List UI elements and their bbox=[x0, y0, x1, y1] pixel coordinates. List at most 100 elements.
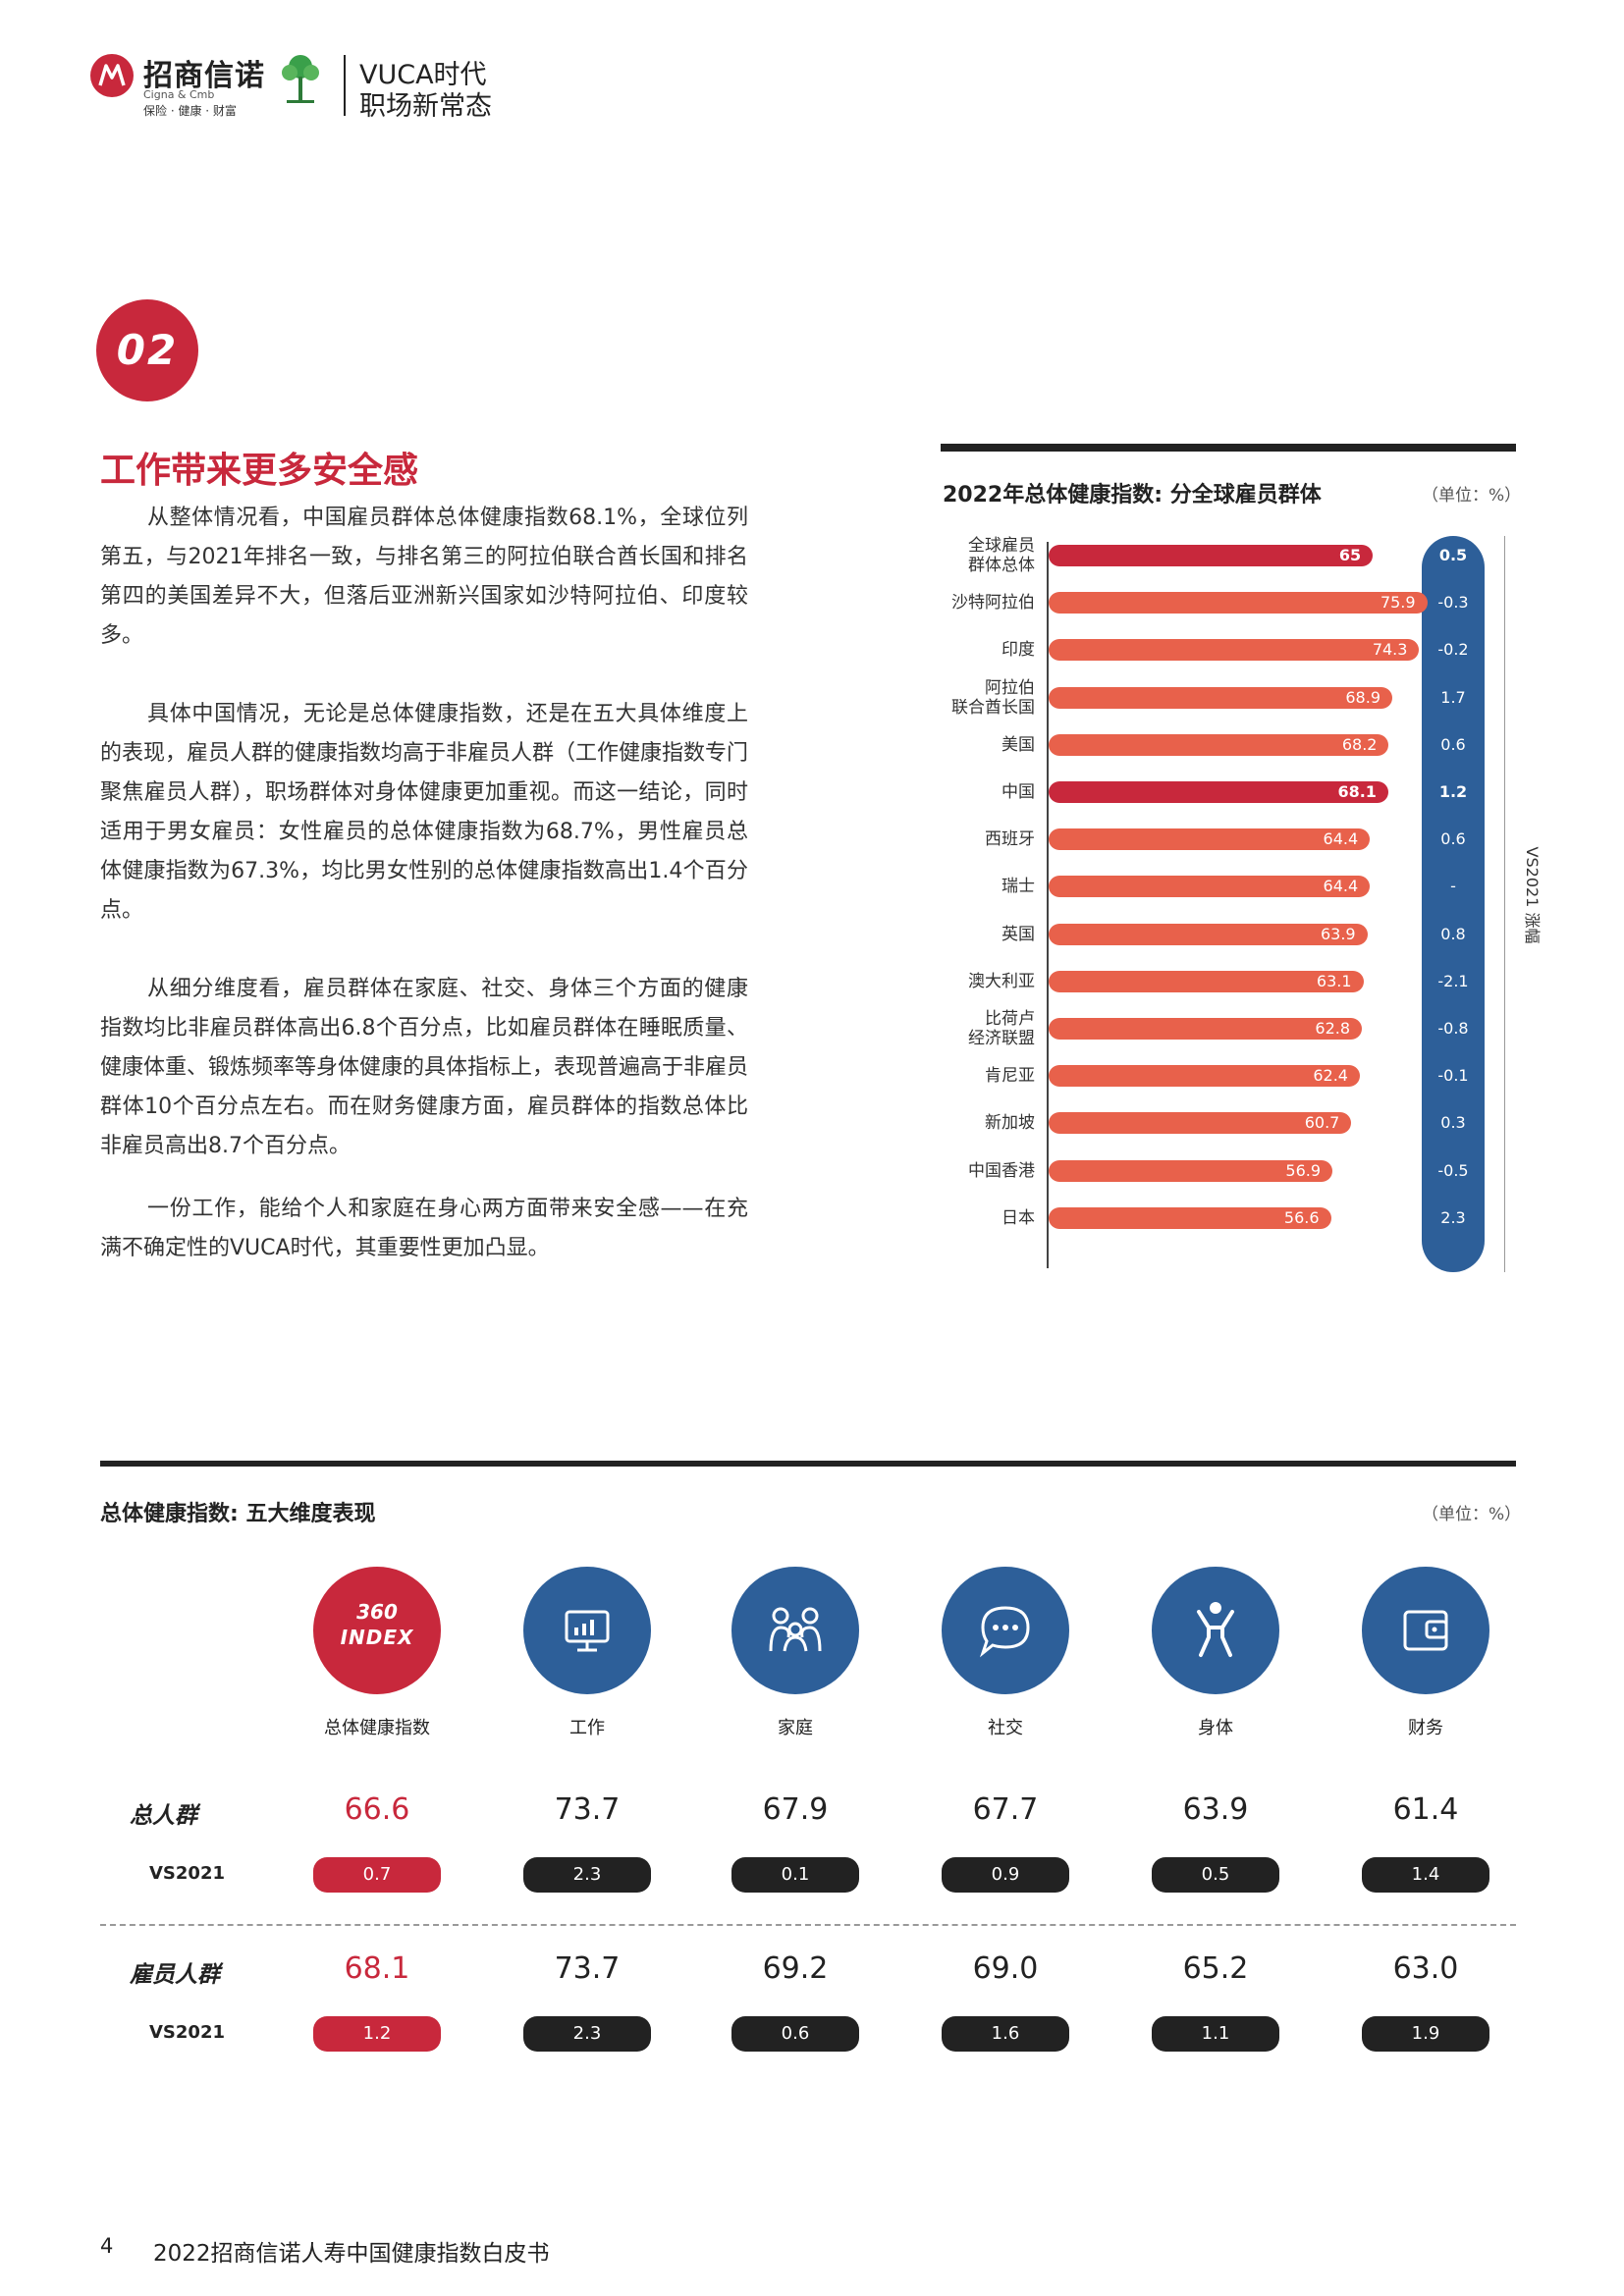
vs2021-value: - bbox=[1450, 877, 1456, 896]
bar-label-line: 澳大利亚 bbox=[968, 971, 1035, 991]
paragraph-4: 一份工作，能给个人和家庭在身心两方面带来安全感——在充满不确定性的VUCA时代，… bbox=[100, 1197, 748, 1260]
bar-value-label: 64.4 bbox=[1323, 829, 1359, 849]
index-badge-line2: INDEX bbox=[340, 1626, 414, 1649]
bar: 64.4 bbox=[1049, 828, 1371, 851]
person-exercise-icon bbox=[1152, 1567, 1279, 1694]
vs2021-chip: 1.9 bbox=[1362, 2016, 1489, 2052]
bar: 62.8 bbox=[1049, 1018, 1363, 1040]
vs2021-value: 0.6 bbox=[1440, 829, 1466, 849]
bar: 68.1 bbox=[1049, 781, 1388, 803]
bar-label-line: 肯尼亚 bbox=[985, 1066, 1035, 1087]
vs2021-chip: 0.6 bbox=[731, 2016, 859, 2052]
dimension-value: 61.4 bbox=[1392, 1792, 1459, 1827]
brand-tagline: 保险 · 健康 · 财富 bbox=[143, 104, 237, 118]
paragraph-2: 具体中国情况，无论是总体健康指数，还是在五大具体维度上的表现，雇员人群的健康指数… bbox=[100, 702, 749, 923]
bar-value-label: 56.6 bbox=[1283, 1207, 1320, 1227]
family-icon-glyph bbox=[769, 1607, 822, 1652]
vs2021-value: 0.6 bbox=[1440, 734, 1466, 754]
page-number: 4 bbox=[100, 2234, 114, 2258]
header-title-line2: 职场新常态 bbox=[359, 91, 492, 122]
dimension-label: 工作 bbox=[569, 1718, 605, 1738]
bar-label-line: 联合酋长国 bbox=[951, 697, 1035, 718]
bar: 68.9 bbox=[1049, 686, 1392, 709]
row-vs-employee: VS2021 bbox=[149, 2022, 225, 2043]
bar-value-label: 74.3 bbox=[1372, 640, 1408, 660]
chart-axis bbox=[1047, 542, 1049, 1268]
family-icon bbox=[731, 1567, 859, 1694]
dimensions-top-rule bbox=[100, 1461, 1516, 1467]
bar: 56.6 bbox=[1049, 1206, 1331, 1229]
bar-label-line: 经济联盟 bbox=[968, 1029, 1035, 1048]
wallet-icon bbox=[1362, 1567, 1489, 1694]
dimensions-unit: （单位：%） bbox=[1422, 1505, 1522, 1524]
row-head-total: 总人群 bbox=[130, 1803, 197, 1829]
chart-top-rule bbox=[941, 444, 1516, 452]
bar-value-label: 63.1 bbox=[1316, 971, 1352, 990]
dimensions-title: 总体健康指数: 五大维度表现 bbox=[100, 1502, 376, 1526]
vs2021-column bbox=[1422, 536, 1485, 1272]
chart-title: 2022年总体健康指数: 分全球雇员群体 bbox=[943, 483, 1322, 507]
bar-label: 英国 bbox=[937, 925, 1035, 944]
bar-label: 沙特阿拉伯 bbox=[937, 593, 1035, 613]
vs2021-value: 0.5 bbox=[1438, 546, 1468, 564]
dimension-value: 65.2 bbox=[1182, 1951, 1249, 1986]
dimension-value: 67.7 bbox=[972, 1792, 1039, 1827]
360-index-icon: 360 INDEX bbox=[313, 1567, 441, 1694]
dimension-value: 63.9 bbox=[1182, 1792, 1249, 1827]
bar-label: 全球雇员 群体总体 bbox=[937, 536, 1035, 575]
vs2021-chip: 1.6 bbox=[942, 2016, 1069, 2052]
bar: 75.9 bbox=[1049, 592, 1428, 614]
vs2021-value: 0.3 bbox=[1440, 1113, 1466, 1133]
vs2021-bracket-line bbox=[1504, 536, 1505, 1272]
bar-label: 肯尼亚 bbox=[937, 1066, 1035, 1086]
row-separator bbox=[100, 1924, 1516, 1926]
bar-label-line: 阿拉伯 bbox=[985, 677, 1035, 698]
vs2021-label: VS2021 涨幅 bbox=[1523, 846, 1542, 944]
section-number-badge: 02 bbox=[96, 299, 198, 401]
vs2021-chip: 0.7 bbox=[313, 1857, 441, 1893]
monitor-chart-icon-glyph bbox=[565, 1610, 610, 1652]
dimension-value: 66.6 bbox=[344, 1792, 410, 1827]
bar: 62.4 bbox=[1049, 1065, 1360, 1088]
footer-title: 2022招商信诺人寿中国健康指数白皮书 bbox=[153, 2241, 550, 2267]
chart-unit: （单位：%） bbox=[1422, 486, 1522, 506]
dimension-label: 财务 bbox=[1408, 1718, 1443, 1738]
tree-icon bbox=[282, 55, 319, 103]
vs2021-chip: 1.2 bbox=[313, 2016, 441, 2052]
vs2021-chip: 2.3 bbox=[523, 1857, 651, 1893]
bar-label-line: 群体总体 bbox=[968, 556, 1035, 575]
paragraph-1: 从整体情况看，中国雇员群体总体健康指数68.1%，全球位列第五，与2021年排名… bbox=[100, 506, 748, 648]
dimension-value: 69.2 bbox=[762, 1951, 829, 1986]
vs2021-value: 1.2 bbox=[1438, 782, 1468, 801]
bar-label-line: 美国 bbox=[1001, 734, 1035, 755]
bar: 56.9 bbox=[1049, 1159, 1333, 1182]
bar: 65 bbox=[1049, 545, 1374, 566]
bar-label: 瑞士 bbox=[937, 877, 1035, 896]
vs2021-value: 2.3 bbox=[1440, 1207, 1466, 1227]
bar-label-line: 新加坡 bbox=[985, 1113, 1035, 1134]
vs2021-chip: 0.5 bbox=[1152, 1857, 1279, 1893]
header-title-line1: VUCA时代 bbox=[359, 60, 487, 90]
paragraph-3: 从细分维度看，雇员群体在家庭、社交、身体三个方面的健康指数均比非雇员群体高出6.… bbox=[100, 977, 749, 1158]
header-divider bbox=[344, 55, 346, 116]
brand-subtitle: Cigna & Cmb bbox=[143, 88, 215, 101]
monitor-chart-icon bbox=[523, 1567, 651, 1694]
dimension-label: 总体健康指数 bbox=[324, 1718, 430, 1738]
bar-value-label: 65 bbox=[1338, 546, 1362, 564]
chat-bubble-icon bbox=[942, 1567, 1069, 1694]
vs2021-value: -2.1 bbox=[1437, 971, 1469, 990]
bar: 63.1 bbox=[1049, 970, 1364, 992]
dimension-value: 73.7 bbox=[554, 1792, 621, 1827]
dimension-value: 63.0 bbox=[1392, 1951, 1459, 1986]
bar-label: 比荷卢 经济联盟 bbox=[937, 1009, 1035, 1048]
dimension-value: 73.7 bbox=[554, 1951, 621, 1986]
vs2021-value: 1.7 bbox=[1440, 687, 1466, 707]
person-exercise-icon-glyph bbox=[1197, 1602, 1234, 1657]
bar-value-label: 60.7 bbox=[1304, 1113, 1340, 1133]
dimension-value: 69.0 bbox=[972, 1951, 1039, 1986]
bar: 74.3 bbox=[1049, 639, 1420, 662]
dimension-value: 67.9 bbox=[762, 1792, 829, 1827]
brand-name: 招商信诺 bbox=[143, 59, 265, 93]
vs2021-chip: 1.1 bbox=[1152, 2016, 1279, 2052]
bar-label: 西班牙 bbox=[937, 829, 1035, 849]
